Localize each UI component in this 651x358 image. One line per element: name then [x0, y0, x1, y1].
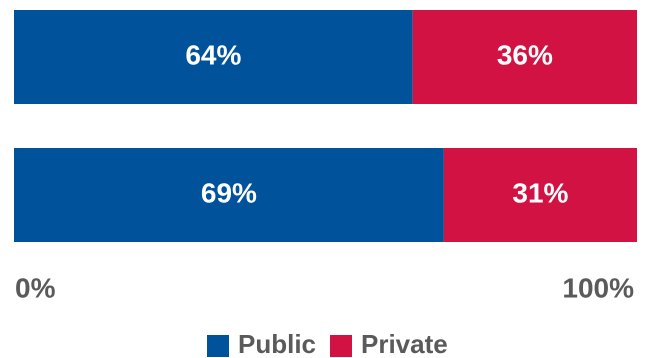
legend-swatch-public: [207, 335, 229, 357]
legend-label-public: Public: [238, 329, 316, 358]
x-tick-label-min: 0%: [15, 272, 56, 303]
data-label-private-row-1: 36%: [497, 39, 553, 70]
legend-swatch-private: [330, 335, 352, 357]
data-label-public-row-1: 64%: [185, 39, 241, 70]
bar-private-row-1: [412, 10, 637, 104]
x-tick-label-max: 100%: [562, 272, 634, 303]
legend-label-private: Private: [361, 329, 448, 358]
bar-public-row-2: [14, 148, 444, 242]
bar-public-row-1: [14, 10, 413, 104]
data-label-public-row-2: 69%: [201, 177, 257, 208]
data-label-private-row-2: 31%: [512, 177, 568, 208]
x-axis-ticks: 0% 100%: [15, 272, 634, 303]
legend: Public Private: [207, 329, 448, 358]
bar-labels-layer: 64% 36% 69% 31%: [185, 39, 568, 208]
bars-layer: [14, 10, 637, 242]
bar-private-row-2: [443, 148, 637, 242]
